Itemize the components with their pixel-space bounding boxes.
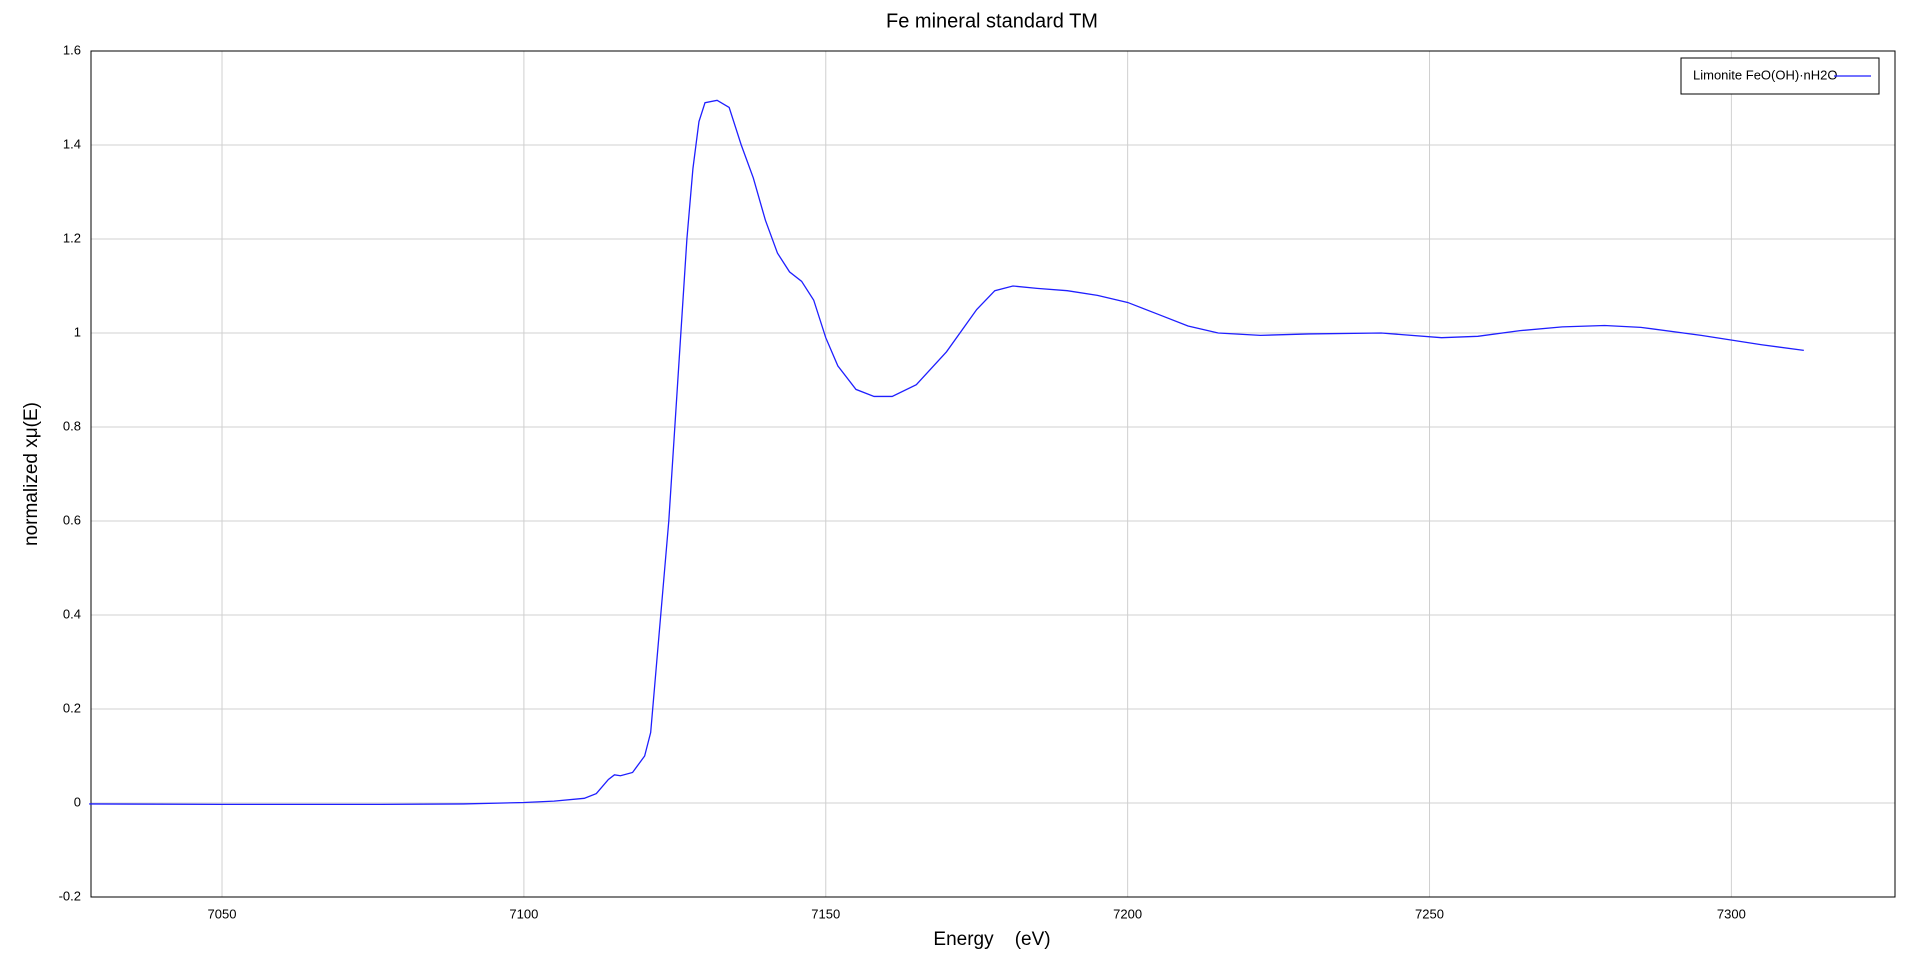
x-tick-label: 7050 bbox=[208, 906, 237, 921]
plot-frame bbox=[90, 50, 1896, 898]
x-tick-label: 7150 bbox=[811, 906, 840, 921]
x-tick-label: 7100 bbox=[509, 906, 538, 921]
y-tick-label: 0.8 bbox=[63, 418, 81, 433]
y-tick-label: 1.4 bbox=[63, 136, 81, 151]
y-tick-label: 0 bbox=[74, 794, 81, 809]
y-tick-label: 1.6 bbox=[63, 42, 81, 57]
x-tick-label: 7250 bbox=[1415, 906, 1444, 921]
y-tick-label: 0.2 bbox=[63, 700, 81, 715]
y-axis-label: normalized xμ(E) bbox=[21, 402, 42, 546]
y-tick-label: 1 bbox=[74, 324, 81, 339]
y-tick-label: -0.2 bbox=[59, 888, 81, 903]
y-tick-label: 0.4 bbox=[63, 606, 81, 621]
y-tick-label: 0.6 bbox=[63, 512, 81, 527]
x-tick-label: 7300 bbox=[1717, 906, 1746, 921]
x-axis-label: Energy (eV) bbox=[933, 929, 1050, 950]
x-tick-label: 7200 bbox=[1113, 906, 1142, 921]
data-line bbox=[89, 99, 1804, 806]
legend-label: Limonite FeO(OH)·nH2O bbox=[1693, 67, 1837, 82]
chart-title: Fe mineral standard TM bbox=[886, 10, 1098, 32]
y-tick-label: 1.2 bbox=[63, 230, 81, 245]
